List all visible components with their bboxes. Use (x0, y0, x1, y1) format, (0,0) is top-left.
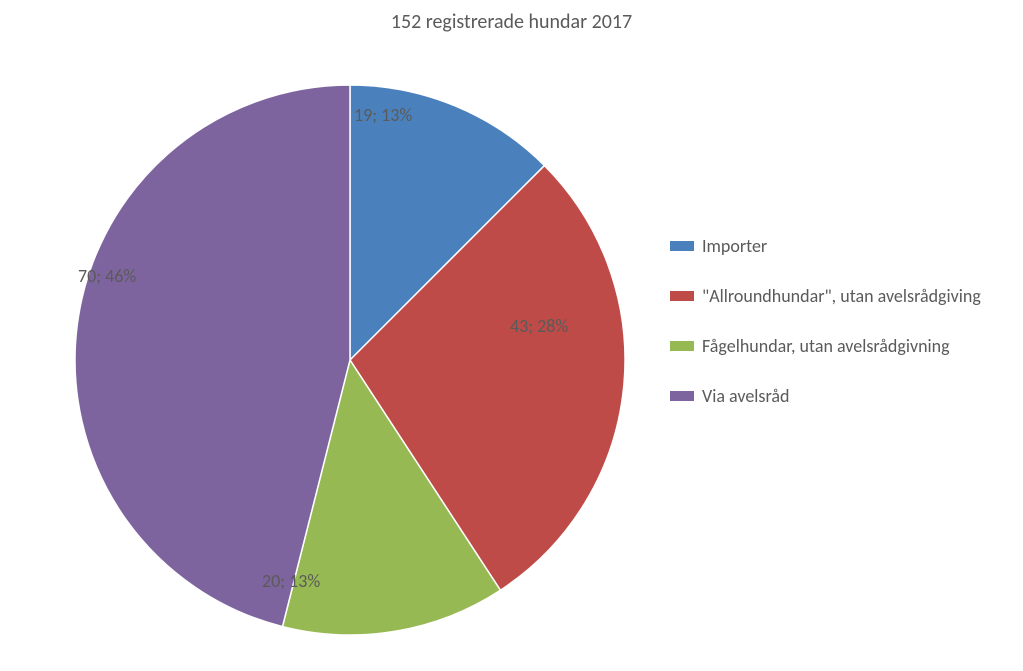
legend-swatch (670, 241, 694, 251)
legend-item: "Allroundhundar", utan avelsrådgiving (670, 285, 981, 307)
legend-item: Importer (670, 235, 981, 257)
legend-label: "Allroundhundar", utan avelsrådgiving (702, 285, 981, 307)
slice-label: 43; 28% (510, 315, 568, 337)
slice-label: 70; 46% (78, 265, 136, 287)
legend-item: Via avelsråd (670, 385, 981, 407)
chart-legend: Importer "Allroundhundar", utan avelsrådg… (670, 235, 981, 435)
chart-title: 152 registrerade hundar 2017 (0, 10, 1023, 34)
legend-label: Via avelsråd (702, 385, 789, 407)
pie-chart-container: 152 registrerade hundar 2017 Importer "Al… (0, 0, 1023, 671)
legend-swatch (670, 341, 694, 351)
legend-swatch (670, 391, 694, 401)
pie-chart (60, 60, 640, 660)
slice-label: 20; 13% (262, 570, 320, 592)
legend-label: Importer (702, 235, 767, 257)
legend-item: Fågelhundar, utan avelsrådgivning (670, 335, 981, 357)
legend-label: Fågelhundar, utan avelsrådgivning (702, 335, 950, 357)
legend-swatch (670, 291, 694, 301)
slice-label: 19; 13% (354, 104, 412, 126)
